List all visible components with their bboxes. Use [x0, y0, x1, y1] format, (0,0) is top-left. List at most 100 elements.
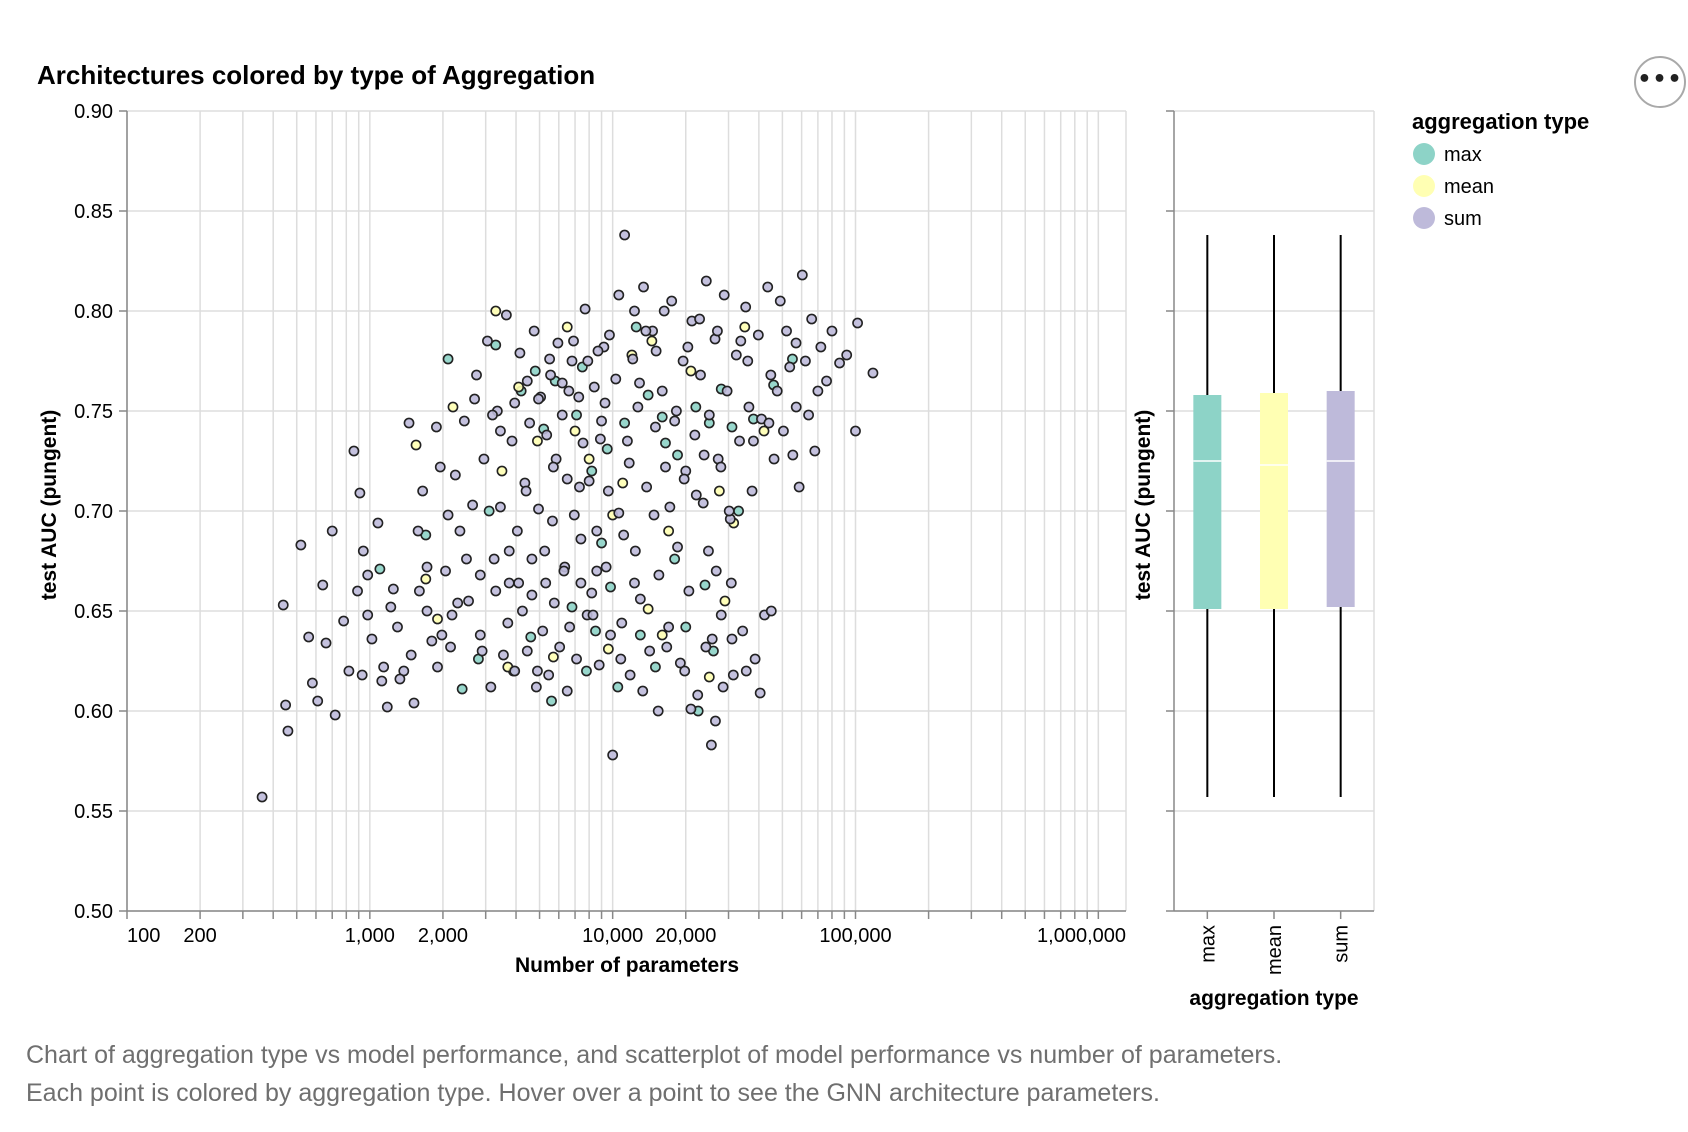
scatter-point-sum[interactable]	[725, 577, 737, 589]
scatter-point-sum[interactable]	[454, 525, 466, 537]
scatter-point-sum[interactable]	[663, 621, 675, 633]
scatter-point-sum[interactable]	[726, 633, 738, 645]
scatter-point-max[interactable]	[581, 665, 592, 677]
scatter-point-sum[interactable]	[487, 409, 498, 421]
scatter-point-sum[interactable]	[533, 393, 544, 405]
scatter-point-sum[interactable]	[356, 669, 368, 681]
scatter-point-sum[interactable]	[431, 421, 442, 433]
scatter-point-max[interactable]	[672, 449, 683, 461]
scatter-point-sum[interactable]	[563, 385, 575, 397]
scatter-point-sum[interactable]	[594, 433, 606, 445]
scatter-point-max[interactable]	[490, 339, 502, 351]
scatter-point-sum[interactable]	[613, 507, 625, 519]
scatter-point-mean[interactable]	[617, 477, 629, 489]
scatter-point-sum[interactable]	[543, 669, 555, 681]
scatter-point-sum[interactable]	[834, 357, 845, 369]
scatter-point-sum[interactable]	[280, 699, 292, 711]
scatter-point-sum[interactable]	[561, 685, 573, 697]
scatter-point-sum[interactable]	[660, 461, 671, 473]
scatter-point-sum[interactable]	[381, 701, 393, 713]
scatter-point-sum[interactable]	[575, 533, 587, 545]
scatter-point-sum[interactable]	[790, 401, 802, 413]
scatter-point-max[interactable]	[442, 353, 454, 365]
scatter-point-sum[interactable]	[366, 633, 378, 645]
scatter-point-sum[interactable]	[683, 585, 695, 597]
scatter-point-max[interactable]	[699, 579, 711, 591]
scatter-point-sum[interactable]	[700, 641, 712, 653]
more-actions-button[interactable]: •••	[1634, 56, 1686, 108]
scatter-point-sum[interactable]	[796, 269, 808, 281]
scatter-point-max[interactable]	[690, 401, 702, 413]
scatter-point-sum[interactable]	[737, 625, 749, 637]
scatter-point-sum[interactable]	[490, 585, 502, 597]
scatter-point-sum[interactable]	[815, 341, 827, 353]
scatter-point-mean[interactable]	[583, 453, 595, 465]
scatter-point-sum[interactable]	[689, 429, 701, 441]
scatter-point-sum[interactable]	[503, 545, 515, 557]
scatter-point-max[interactable]	[456, 683, 468, 695]
scatter-point-mean[interactable]	[496, 465, 508, 477]
scatter-point-sum[interactable]	[561, 473, 573, 485]
scatter-point-max[interactable]	[669, 553, 681, 565]
scatter-point-sum[interactable]	[765, 605, 777, 617]
scatter-point-sum[interactable]	[692, 689, 704, 701]
scatter-point-mean[interactable]	[642, 603, 654, 615]
scatter-point-sum[interactable]	[694, 313, 705, 325]
scatter-point-sum[interactable]	[303, 631, 315, 643]
scatter-point-sum[interactable]	[826, 325, 838, 337]
scatter-point-sum[interactable]	[517, 605, 528, 617]
scatter-point-sum[interactable]	[467, 499, 479, 511]
scatter-point-sum[interactable]	[605, 629, 616, 641]
scatter-point-max[interactable]	[656, 411, 668, 423]
scatter-point-sum[interactable]	[558, 565, 570, 577]
scatter-point-sum[interactable]	[765, 369, 777, 381]
scatter-point-sum[interactable]	[469, 393, 480, 405]
scatter-point-sum[interactable]	[540, 577, 552, 589]
scatter-point-max[interactable]	[630, 321, 642, 333]
scatter-point-sum[interactable]	[506, 435, 518, 447]
scatter-point-mean[interactable]	[513, 381, 525, 393]
scatter-point-sum[interactable]	[752, 329, 764, 341]
scatter-point-sum[interactable]	[500, 309, 512, 321]
scatter-point-sum[interactable]	[256, 791, 268, 803]
scatter-point-sum[interactable]	[568, 335, 579, 347]
scatter-point-sum[interactable]	[452, 597, 464, 609]
scatter-point-max[interactable]	[374, 563, 386, 575]
box-sum[interactable]	[1326, 391, 1355, 607]
scatter-point-sum[interactable]	[715, 461, 727, 473]
scatter-point-sum[interactable]	[385, 601, 397, 613]
scatter-point-sum[interactable]	[574, 481, 585, 493]
scatter-point-sum[interactable]	[541, 429, 553, 441]
scatter-point-sum[interactable]	[372, 517, 384, 529]
scatter-point-sum[interactable]	[449, 469, 461, 481]
scatter-point-sum[interactable]	[387, 583, 399, 595]
scatter-point-sum[interactable]	[648, 509, 660, 521]
scatter-point-sum[interactable]	[586, 587, 598, 599]
scatter-point-sum[interactable]	[556, 409, 568, 421]
scatter-point-sum[interactable]	[727, 669, 739, 681]
scatter-point-max[interactable]	[525, 631, 537, 643]
scatter-point-sum[interactable]	[421, 605, 433, 617]
scatter-points[interactable]	[256, 229, 879, 803]
scatter-point-sum[interactable]	[528, 325, 540, 337]
scatter-point-sum[interactable]	[784, 361, 796, 373]
scatter-point-mean[interactable]	[663, 525, 675, 537]
scatter-point-sum[interactable]	[520, 485, 532, 497]
scatter-point-max[interactable]	[733, 505, 744, 517]
scatter-point-max[interactable]	[601, 443, 613, 455]
scatter-point-mean[interactable]	[569, 425, 581, 437]
scatter-point-sum[interactable]	[405, 649, 417, 661]
scatter-point-sum[interactable]	[629, 577, 640, 589]
scatter-point-sum[interactable]	[495, 501, 506, 513]
scatter-point-sum[interactable]	[579, 303, 591, 315]
scatter-point-sum[interactable]	[392, 621, 403, 633]
scatter-point-sum[interactable]	[591, 525, 603, 537]
scatter-point-sum[interactable]	[787, 449, 799, 461]
scatter-point-sum[interactable]	[573, 391, 585, 403]
scatter-point-mean[interactable]	[646, 335, 658, 347]
scatter-point-sum[interactable]	[446, 609, 458, 621]
scatter-point-sum[interactable]	[619, 229, 631, 241]
scatter-point-sum[interactable]	[658, 305, 670, 317]
scatter-point-max[interactable]	[612, 681, 624, 693]
scatter-point-max[interactable]	[590, 625, 601, 637]
